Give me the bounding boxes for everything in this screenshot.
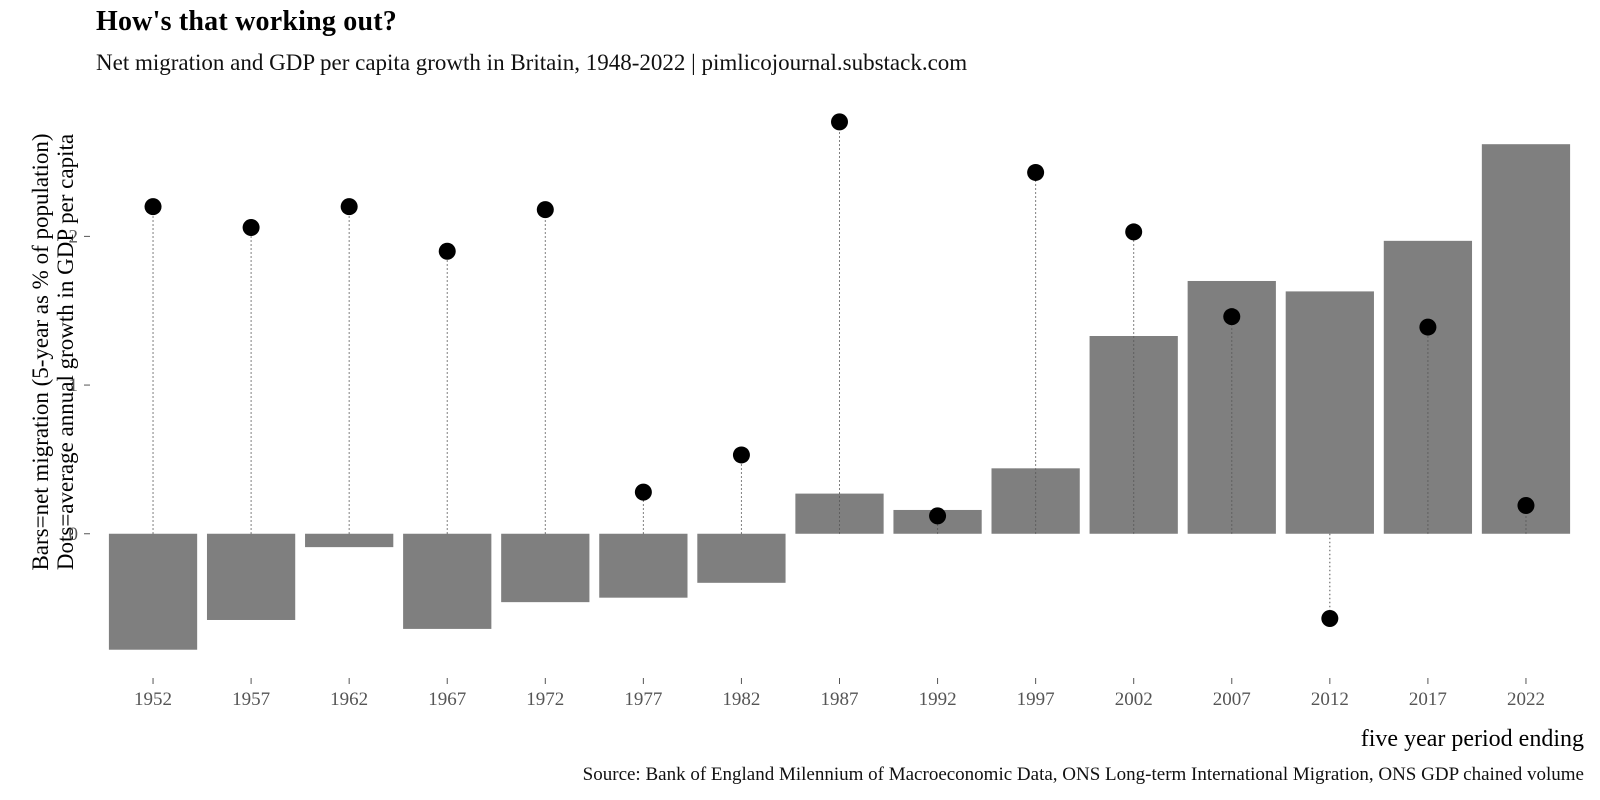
migration-bar-2012 (1285, 291, 1374, 534)
x-tick-label-2017: 2017 (1409, 689, 1447, 710)
gdp-dot-2002 (1125, 223, 1143, 241)
migration-bar-1982 (697, 533, 786, 583)
y-tick-label: 1 (69, 375, 79, 396)
migration-bar-1952 (108, 533, 198, 650)
migration-bar-2022 (1481, 144, 1571, 534)
gdp-dot-1952 (144, 198, 162, 216)
x-tick-label-1992: 1992 (919, 689, 957, 710)
gdp-dot-1977 (634, 483, 652, 501)
gdp-dot-2022 (1517, 497, 1535, 514)
gdp-dot-2017 (1419, 318, 1437, 336)
dot-stem-series (152, 121, 1527, 619)
migration-bar-1967 (403, 533, 492, 629)
gdp-dot-1957 (242, 218, 260, 236)
y-axis-ticks: 0 1 2 (69, 226, 90, 545)
gdp-dot-1987 (831, 113, 848, 131)
x-tick-label-2007: 2007 (1213, 689, 1251, 710)
y-tick-label: 0 (69, 524, 79, 545)
x-tick-label-1952: 1952 (134, 689, 172, 710)
gdp-dot-1962 (340, 198, 358, 216)
x-tick-label-1987: 1987 (821, 689, 859, 710)
gdp-dot-1992 (929, 507, 947, 525)
gdp-dot-1982 (732, 446, 750, 464)
gdp-dot-1972 (536, 201, 554, 219)
migration-bar-1962 (305, 533, 394, 548)
x-axis-label: five year period ending (1360, 726, 1584, 752)
source-caption: Source: Bank of England Milennium of Mac… (582, 764, 1584, 785)
x-tick-label-1972: 1972 (526, 689, 564, 710)
x-tick-label-1957: 1957 (232, 689, 270, 710)
x-tick-label-2012: 2012 (1311, 689, 1349, 710)
gdp-dot-1967 (438, 242, 456, 260)
chart-title: How's that working out? (96, 6, 397, 37)
migration-bar-1977 (599, 533, 688, 598)
x-axis-ticks: 1952 1957 1962 1967 1972 1977 1982 1987 1992 1997… (134, 678, 1545, 710)
x-tick-label-2002: 2002 (1115, 689, 1153, 710)
y-tick-label: 2 (69, 226, 79, 247)
migration-bar-2017 (1383, 240, 1473, 534)
x-tick-label-1977: 1977 (624, 689, 662, 710)
migration-bar-1972 (501, 533, 590, 603)
x-tick-label-1997: 1997 (1017, 689, 1055, 710)
x-tick-label-1962: 1962 (330, 689, 368, 710)
chart-subtitle: Net migration and GDP per capita growth … (96, 50, 968, 75)
gdp-dot-2012 (1321, 610, 1339, 627)
gdp-dot-1997 (1027, 163, 1045, 181)
gdp-dot-2007 (1223, 308, 1241, 326)
bar-series (108, 144, 1571, 650)
x-tick-label-2022: 2022 (1507, 689, 1545, 710)
migration-bar-1957 (206, 533, 296, 620)
x-tick-label-1967: 1967 (428, 689, 466, 710)
dot-series (144, 113, 1535, 627)
x-tick-label-1982: 1982 (722, 689, 760, 710)
